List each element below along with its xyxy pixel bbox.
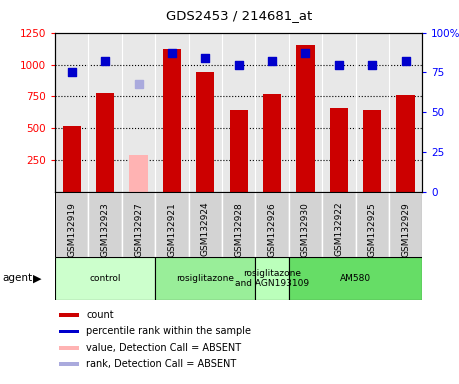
Text: value, Detection Call = ABSENT: value, Detection Call = ABSENT — [86, 343, 241, 353]
Text: rank, Detection Call = ABSENT: rank, Detection Call = ABSENT — [86, 359, 236, 369]
Bar — [263, 94, 281, 192]
Bar — [55, 192, 89, 257]
Bar — [255, 192, 289, 257]
Text: GSM132927: GSM132927 — [134, 202, 143, 257]
Text: AM580: AM580 — [340, 274, 371, 283]
Bar — [289, 192, 322, 257]
Text: count: count — [86, 310, 114, 320]
Point — [135, 81, 142, 87]
Bar — [222, 192, 255, 257]
Bar — [55, 257, 155, 300]
Bar — [356, 192, 389, 257]
Text: ▶: ▶ — [33, 273, 42, 283]
Text: GSM132929: GSM132929 — [401, 202, 410, 257]
Text: GSM132924: GSM132924 — [201, 202, 210, 257]
Bar — [363, 111, 381, 192]
Bar — [189, 192, 222, 257]
Text: GSM132922: GSM132922 — [334, 202, 343, 257]
Text: percentile rank within the sample: percentile rank within the sample — [86, 326, 251, 336]
Point — [302, 50, 309, 56]
Point — [235, 61, 242, 68]
Text: GSM132919: GSM132919 — [67, 202, 76, 257]
Bar — [330, 108, 348, 192]
Text: control: control — [90, 274, 121, 283]
Bar — [59, 362, 79, 366]
Text: rosiglitazone
and AGN193109: rosiglitazone and AGN193109 — [235, 269, 309, 288]
Bar — [59, 346, 79, 349]
Text: GSM132928: GSM132928 — [234, 202, 243, 257]
Text: GSM132926: GSM132926 — [268, 202, 277, 257]
Bar — [89, 192, 122, 257]
Point — [168, 50, 176, 56]
Point — [269, 58, 276, 65]
Text: rosiglitazone: rosiglitazone — [176, 274, 234, 283]
Bar — [59, 313, 79, 317]
Bar — [255, 257, 289, 300]
Text: GSM132921: GSM132921 — [168, 202, 176, 257]
Point — [68, 70, 75, 76]
Point — [202, 55, 209, 61]
Bar — [129, 155, 148, 192]
Text: GSM132930: GSM132930 — [301, 202, 310, 257]
Bar — [96, 93, 114, 192]
Bar — [59, 329, 79, 333]
Point — [101, 58, 109, 65]
Point — [402, 58, 409, 65]
Text: GDS2453 / 214681_at: GDS2453 / 214681_at — [166, 9, 312, 22]
Bar — [230, 111, 248, 192]
Bar — [397, 95, 415, 192]
Bar — [163, 49, 181, 192]
Point — [335, 61, 342, 68]
Bar — [296, 45, 314, 192]
Bar — [62, 126, 81, 192]
Bar — [196, 72, 214, 192]
Point — [369, 61, 376, 68]
Bar — [122, 192, 155, 257]
Bar — [155, 257, 255, 300]
Bar — [389, 192, 422, 257]
Text: GSM132923: GSM132923 — [101, 202, 110, 257]
Bar — [289, 257, 422, 300]
Text: agent: agent — [2, 273, 33, 283]
Bar — [155, 192, 189, 257]
Text: GSM132925: GSM132925 — [368, 202, 377, 257]
Bar — [322, 192, 356, 257]
